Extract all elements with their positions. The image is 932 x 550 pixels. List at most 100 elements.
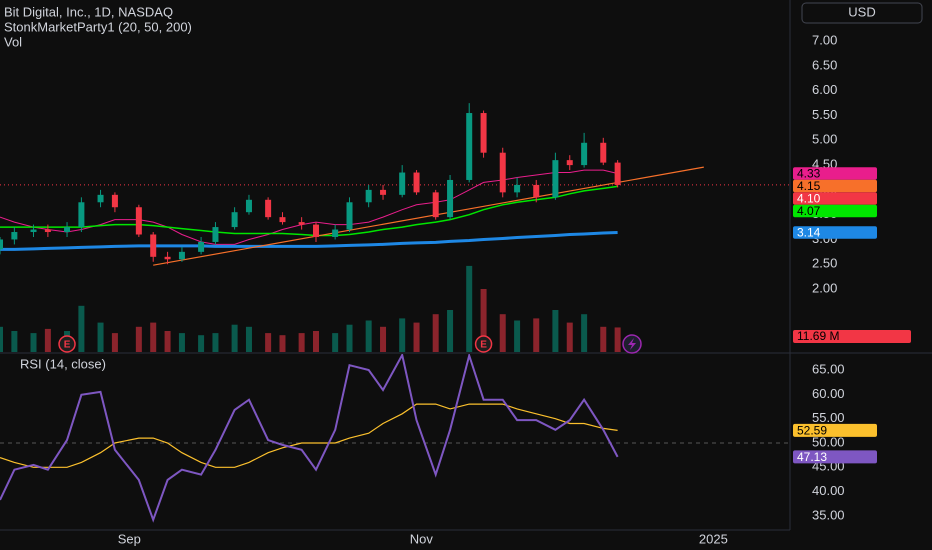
volume-bar — [0, 326, 3, 352]
y-tick-label: 6.00 — [812, 82, 837, 97]
candle-body — [265, 199, 272, 218]
price-tag — [793, 179, 877, 193]
volume-bar — [178, 333, 185, 352]
moving-average — [0, 185, 618, 237]
volume-bar — [600, 326, 607, 352]
rsi-pane — [0, 354, 790, 523]
candle-body — [135, 207, 142, 235]
volume-bar — [44, 328, 51, 352]
y-tick-label: 2.00 — [812, 280, 837, 295]
volume-bar — [245, 326, 252, 352]
candle-body — [533, 184, 540, 198]
candle-body — [97, 194, 104, 203]
y-tick-label: 5.50 — [812, 107, 837, 122]
price-tag — [793, 450, 877, 464]
volume-bar — [198, 335, 205, 352]
volume-bar — [212, 333, 219, 352]
x-tick-label: Sep — [118, 531, 141, 546]
candle-body — [298, 222, 305, 225]
volume-bar — [581, 314, 588, 352]
rsi-line — [0, 354, 619, 523]
candle-body — [432, 192, 439, 218]
candle-body — [212, 227, 219, 242]
volume-bar — [566, 322, 573, 352]
axes: 2.002.503.003.504.004.505.005.506.006.50… — [58, 33, 911, 546]
volume-bar — [231, 324, 238, 352]
chart-title: Bit Digital, Inc., 1D, NASDAQ — [4, 4, 173, 19]
earnings-marker[interactable] — [474, 335, 493, 353]
candle-body — [150, 234, 157, 257]
rsi-title: RSI (14, close) — [20, 356, 106, 371]
candle-body — [499, 152, 506, 193]
candle-body — [231, 212, 238, 228]
candle-body — [514, 184, 521, 193]
candle-body — [600, 142, 607, 163]
candle-body — [44, 229, 51, 233]
y-tick-label: 65.00 — [812, 361, 845, 376]
price-tag — [793, 192, 877, 205]
volume-bar — [11, 331, 18, 352]
volume-bar — [265, 333, 272, 352]
alert-icon[interactable] — [622, 334, 642, 354]
y-tick-label: 55.00 — [812, 410, 845, 425]
candle-body — [78, 202, 85, 228]
earnings-label: E — [480, 340, 487, 351]
candle-body — [466, 113, 473, 180]
price-tag-label: 47.13 — [797, 450, 827, 464]
currency-button[interactable] — [801, 2, 923, 24]
volume-bar — [346, 324, 353, 352]
volume-tag — [793, 330, 911, 343]
price-tag-label: 52.59 — [797, 424, 827, 438]
price-tag-label: 4.15 — [797, 179, 821, 193]
candle-body — [346, 202, 353, 230]
candle-body — [313, 224, 319, 237]
price-pane — [0, 103, 790, 352]
candle-body — [332, 229, 339, 237]
candle-body — [581, 142, 588, 166]
volume-bar — [380, 326, 387, 352]
volume-bar — [135, 326, 142, 352]
currency-label[interactable]: USD — [848, 4, 875, 19]
y-tick-label: 5.00 — [812, 132, 837, 147]
volume-bar — [514, 320, 521, 352]
volume-bar — [332, 333, 339, 352]
volume-bar — [552, 310, 559, 352]
volume-bar — [413, 322, 420, 352]
y-tick-label: 50.00 — [812, 434, 845, 449]
candle-body — [399, 172, 406, 195]
y-tick-label: 2.50 — [812, 256, 837, 271]
volume-bar — [30, 333, 37, 352]
candle-body — [279, 217, 286, 223]
price-tag — [793, 204, 877, 218]
volume-bar — [614, 327, 621, 352]
candle-body — [480, 113, 487, 153]
x-tick-label: Nov — [410, 531, 434, 546]
candle-body — [245, 199, 252, 213]
y-tick-label: 7.00 — [812, 33, 837, 48]
volume-bar — [298, 333, 305, 352]
trendline — [153, 166, 704, 266]
indicator-title: StonkMarketParty1 (20, 50, 200) — [4, 19, 192, 34]
price-tag-label: 3.14 — [797, 226, 821, 240]
candle-body — [413, 172, 420, 193]
price-tag — [793, 226, 877, 239]
candle-body — [614, 162, 621, 185]
volume-bar — [399, 318, 406, 352]
volume-label: Vol — [4, 34, 22, 49]
volume-bar — [432, 314, 439, 352]
candle-body — [552, 160, 559, 198]
y-tick-label: 60.00 — [812, 386, 845, 401]
candle-body — [198, 241, 205, 252]
volume-bar — [111, 333, 118, 352]
price-tag-label: 4.33 — [797, 167, 821, 181]
rsi-line — [0, 403, 618, 468]
candle-body — [447, 179, 454, 218]
volume-bar — [78, 305, 85, 352]
moving-average — [0, 231, 618, 251]
price-tag-label: 4.07 — [797, 204, 821, 218]
candle-body — [30, 229, 37, 233]
candle-body — [111, 194, 118, 208]
earnings-marker[interactable] — [58, 335, 76, 353]
